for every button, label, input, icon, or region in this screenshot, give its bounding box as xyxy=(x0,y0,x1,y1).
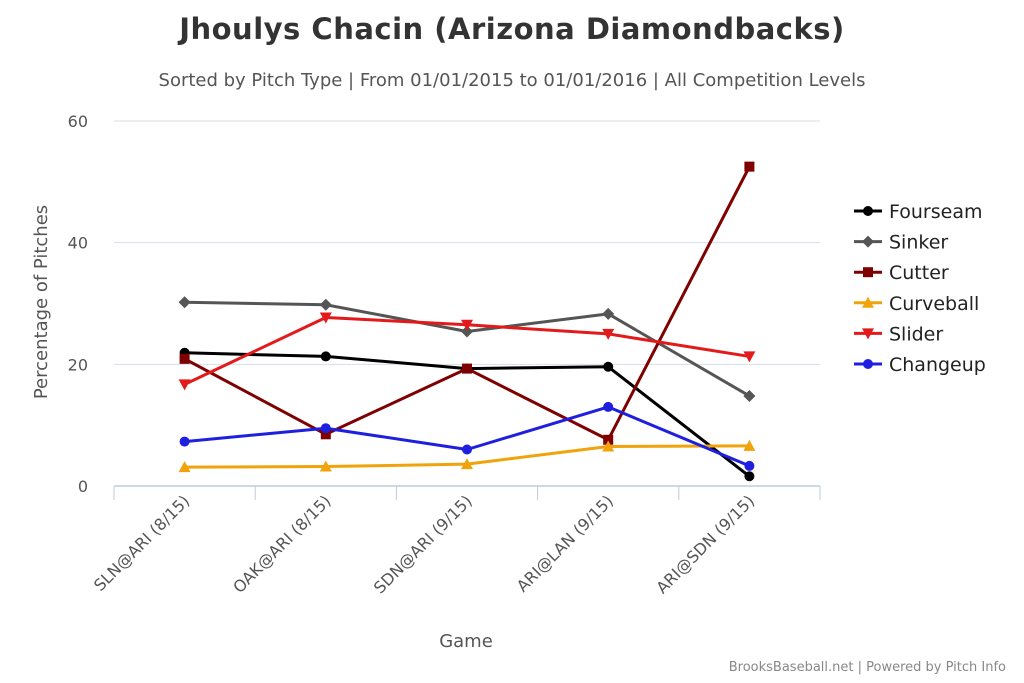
legend-item-changeup[interactable]: Changeup xyxy=(854,354,986,376)
data-point xyxy=(179,353,190,364)
legend-item-curveball[interactable]: Curveball xyxy=(854,293,979,315)
series-sinker xyxy=(178,296,756,402)
data-point xyxy=(319,298,332,311)
data-point xyxy=(462,363,472,374)
x-tick-label: SLN@ARI (8/15) xyxy=(90,491,193,594)
data-point xyxy=(603,361,614,372)
x-tick-label: ARI@LAN (9/15) xyxy=(513,491,617,595)
x-axis-title: Game xyxy=(439,631,493,652)
legend-label: Sinker xyxy=(889,232,948,254)
legend-label: Fourseam xyxy=(889,201,982,223)
data-point xyxy=(178,461,191,473)
data-point xyxy=(602,307,615,320)
chart-title: Jhoulys Chacin (Arizona Diamondbacks) xyxy=(179,12,845,46)
series xyxy=(178,161,756,482)
data-point xyxy=(461,325,473,338)
y-axis-title: Percentage of Pitches xyxy=(31,205,52,399)
data-point xyxy=(743,389,756,402)
series-curveball xyxy=(178,439,756,473)
data-point xyxy=(319,312,332,324)
data-point xyxy=(178,379,191,391)
legend-item-sinker[interactable]: Sinker xyxy=(854,232,948,254)
data-point xyxy=(744,471,755,482)
series-line xyxy=(184,300,751,398)
y-tick-label: 20 xyxy=(68,355,88,374)
data-point xyxy=(743,351,756,363)
legend-marker xyxy=(863,267,873,278)
data-point xyxy=(744,460,755,471)
legend-marker xyxy=(863,206,873,216)
legend-item-fourseam[interactable]: Fourseam xyxy=(854,201,982,223)
data-point xyxy=(179,436,190,447)
y-tick-label: 40 xyxy=(68,234,88,253)
legend-label: Changeup xyxy=(889,354,986,376)
legend-marker xyxy=(862,235,874,248)
y-tick-label: 60 xyxy=(68,112,88,131)
legend-item-cutter[interactable]: Cutter xyxy=(854,262,949,284)
series-line xyxy=(184,405,750,468)
legend-marker xyxy=(862,328,874,340)
data-point xyxy=(602,328,615,340)
series-slider xyxy=(178,312,756,391)
chart-subtitle: Sorted by Pitch Type | From 01/01/2015 t… xyxy=(158,70,866,91)
legend-label: Curveball xyxy=(889,293,979,315)
data-point xyxy=(320,423,331,434)
data-point xyxy=(320,429,331,440)
data-point xyxy=(743,439,756,451)
x-tick-label: SDN@ARI (9/15) xyxy=(370,491,476,597)
credit-text: BrooksBaseball.net | Powered by Pitch In… xyxy=(728,660,1006,675)
data-point xyxy=(603,401,614,412)
legend-label: Cutter xyxy=(889,262,949,284)
legend-label: Slider xyxy=(889,323,943,345)
y-tick-label: 0 xyxy=(78,477,88,496)
legend[interactable]: Fourseam Sinker Cutter Curveball Slider Chang… xyxy=(854,201,986,376)
data-point xyxy=(744,161,755,172)
legend-marker xyxy=(863,359,873,369)
axes: Percentage of Pitches Game 0 20 40 60 SLN@AR… xyxy=(31,112,821,652)
x-tick-label: OAK@ARI (8/15) xyxy=(229,491,334,596)
data-point xyxy=(320,351,331,362)
series-changeup xyxy=(179,401,755,471)
data-point xyxy=(602,440,615,452)
data-point xyxy=(319,460,332,472)
legend-marker xyxy=(862,296,874,308)
data-point xyxy=(461,458,473,470)
series-cutter xyxy=(179,161,755,445)
data-point xyxy=(462,444,472,455)
legend-item-slider[interactable]: Slider xyxy=(854,323,943,345)
data-point xyxy=(178,296,191,309)
data-point xyxy=(603,434,614,445)
data-point xyxy=(461,319,473,331)
x-tick-label: ARI@SDN (9/15) xyxy=(652,491,758,597)
